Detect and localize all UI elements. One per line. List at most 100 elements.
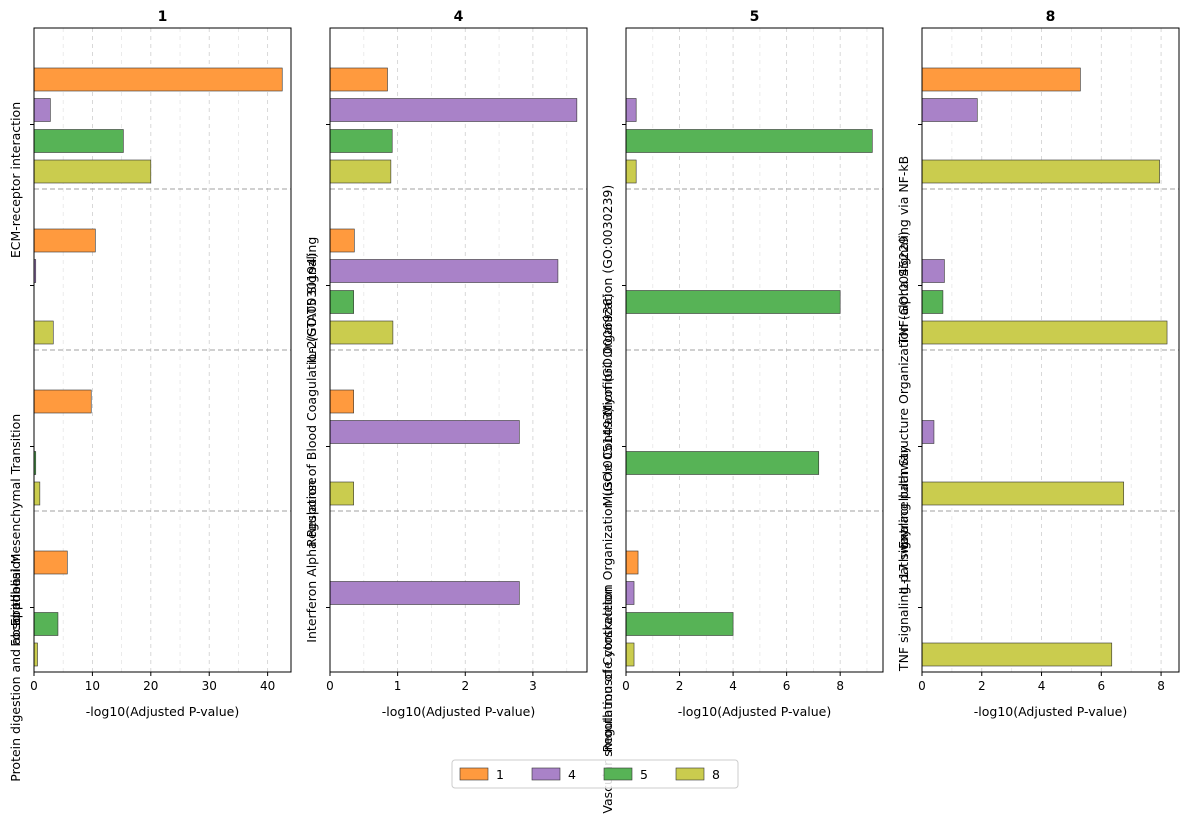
bar-panel1-term0-series1 xyxy=(33,67,283,92)
bar-panel4-term0-series8 xyxy=(329,159,392,184)
axes-frame xyxy=(329,27,588,673)
bar-panel4-term2-series8 xyxy=(329,481,354,506)
legend-label-4: 4 xyxy=(568,767,576,782)
bar-panel8-term0-series1 xyxy=(921,67,1081,92)
x-tick-label: 6 xyxy=(1097,679,1105,693)
legend-label-5: 5 xyxy=(640,767,648,782)
bar-panel5-term1-series5 xyxy=(625,290,841,314)
x-tick-label: 40 xyxy=(260,679,275,693)
legend-label-8: 8 xyxy=(712,767,720,782)
bar-panel5-term0-series4 xyxy=(625,98,637,122)
bar-panel1-term0-series5 xyxy=(33,129,124,153)
bar-panel5-term2-series5 xyxy=(625,451,820,475)
bar-panel1-term0-series4 xyxy=(33,98,51,122)
x-axis-label: -log10(Adjusted P-value) xyxy=(974,704,1127,719)
legend-box xyxy=(451,759,739,789)
panels: 0 10 20 30 40-log10(Adjusted P-value)1Epithe… xyxy=(8,9,1180,814)
panel-1: 0 10 20 30 40 -log10(Adjusted P-value) 1 Epithe… xyxy=(8,9,292,782)
bar-panel8-term2-series8 xyxy=(921,481,1125,506)
bar-panel1-term3-series5 xyxy=(33,612,59,636)
x-tick-label: 6 xyxy=(783,679,791,693)
panel-4: 0 1 2 3 -log10(Adjusted P-value) 4 Interferon … xyxy=(304,9,588,719)
axes-frame xyxy=(921,27,1180,673)
bar-panel4-term1-series4 xyxy=(329,259,559,283)
bar-panel1-term3-series1 xyxy=(33,550,68,575)
x-axis-label: -log10(Adjusted P-value) xyxy=(382,704,535,719)
bar-panel4-term0-series5 xyxy=(329,129,393,153)
x-axis-label: -log10(Adjusted P-value) xyxy=(86,704,239,719)
bar-panel4-term1-series5 xyxy=(329,290,354,314)
x-tick-label: 2 xyxy=(461,679,469,693)
category-label: IL-2/STAT5 Signaling xyxy=(304,237,319,364)
category-label: ECM-receptor interaction xyxy=(8,102,23,258)
x-tick-label: 8 xyxy=(1157,679,1165,693)
axes-frame xyxy=(33,27,292,673)
x-tick-label: 0 xyxy=(326,679,334,693)
bar-panel4-term1-series8 xyxy=(329,320,394,345)
bar-panel5-term3-series4 xyxy=(625,581,635,605)
x-tick-label: 30 xyxy=(202,679,217,693)
category-label: TNF signaling pathway xyxy=(896,528,911,672)
bar-panel5-term0-series8 xyxy=(625,159,637,184)
category-label: Regulation of Cytoskeleton Organization … xyxy=(600,408,615,753)
bar-panel8-term0-series8 xyxy=(921,159,1160,184)
bar-panel4-term3-series4 xyxy=(329,581,520,605)
bar-panel4-term1-series1 xyxy=(329,228,355,253)
bar-panel8-term3-series8 xyxy=(921,642,1113,667)
bar-panel8-term0-series4 xyxy=(921,98,978,122)
bar-panel1-term3-series8 xyxy=(33,642,38,667)
legend-swatch-1 xyxy=(459,767,489,781)
x-tick-label: 0 xyxy=(30,679,38,693)
category-label: Interferon Alpha Response xyxy=(304,477,319,643)
panel-title: 5 xyxy=(750,9,760,25)
x-tick-label: 4 xyxy=(1038,679,1046,693)
x-tick-label: 4 xyxy=(729,679,737,693)
bar-panel8-term1-series8 xyxy=(921,320,1168,345)
legend-swatch-5 xyxy=(603,767,633,781)
category-label: Regulation of Blood Coagulation (GO:0030… xyxy=(304,253,319,547)
category-label: Focal adhesion xyxy=(8,553,23,646)
bar-panel4-term2-series4 xyxy=(329,420,520,444)
x-tick-label: 1 xyxy=(394,679,402,693)
bar-panel4-term0-series4 xyxy=(329,98,578,122)
legend-label-1: 1 xyxy=(496,767,504,782)
legend-swatch-4 xyxy=(531,767,561,781)
bar-panel5-term0-series5 xyxy=(625,129,873,153)
bar-panel4-term0-series1 xyxy=(329,67,388,92)
panel-title: 8 xyxy=(1046,9,1056,25)
x-tick-label: 0 xyxy=(622,679,630,693)
x-tick-label: 0 xyxy=(918,679,926,693)
category-label: TNF-alpha Signaling via NF-kB xyxy=(896,156,911,345)
category-label: Myofibril Organization (GO:0030239) xyxy=(600,185,615,416)
category-label: Extracellular Structure Organization (GO… xyxy=(896,231,911,549)
bar-panel1-term2-series1 xyxy=(33,389,92,414)
bar-panel5-term3-series1 xyxy=(625,550,639,575)
panel-title: 1 xyxy=(158,9,168,25)
bar-panel4-term2-series1 xyxy=(329,389,354,414)
x-tick-label: 8 xyxy=(836,679,844,693)
category-label: Protein digestion and absorption xyxy=(8,578,23,782)
bar-panel1-term1-series1 xyxy=(33,228,96,253)
panel-8: 0 2 4 6 8 -log10(Adjusted P-value) 8 IL-17 sign… xyxy=(896,9,1180,719)
panel-5: 0 2 4 6 8 -log10(Adjusted P-value) 5 Regulation… xyxy=(600,9,884,814)
x-tick-label: 3 xyxy=(529,679,537,693)
x-axis-label: -log10(Adjusted P-value) xyxy=(678,704,831,719)
bar-panel5-term3-series8 xyxy=(625,642,635,667)
bar-panel8-term1-series5 xyxy=(921,290,944,314)
bar-panel1-term0-series8 xyxy=(33,159,152,184)
bar-panel5-term3-series5 xyxy=(625,612,734,636)
category-label: IL-17 signaling pathway xyxy=(896,445,911,594)
category-label: Vascular smooth muscle contraction xyxy=(600,586,615,813)
axes-frame xyxy=(625,27,884,673)
category-label: Muscle Contraction (GO:0006936) xyxy=(600,294,615,507)
bar-panel8-term2-series4 xyxy=(921,420,935,444)
bar-panel8-term1-series4 xyxy=(921,259,945,283)
category-label: Epithelial Mesenchymal Transition xyxy=(8,414,23,626)
x-tick-label: 2 xyxy=(676,679,684,693)
bar-panel1-term1-series8 xyxy=(33,320,54,345)
legend: 1 4 5 8 xyxy=(451,759,739,789)
legend-swatch-8 xyxy=(675,767,705,781)
bar-panel1-term2-series8 xyxy=(33,481,41,506)
x-tick-label: 2 xyxy=(978,679,986,693)
